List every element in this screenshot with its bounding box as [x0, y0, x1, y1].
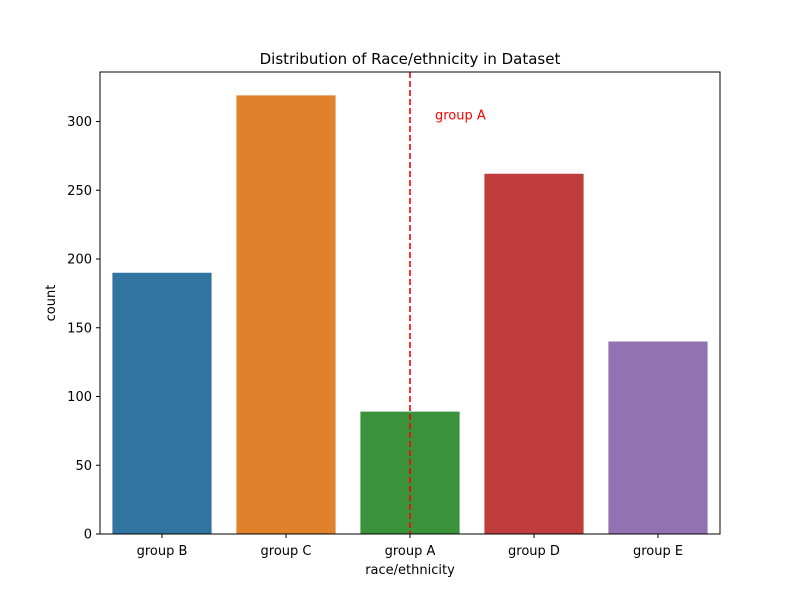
x-tick-label: group E — [633, 544, 683, 559]
y-axis: 0 50 100 150 200 250 300 — [67, 115, 100, 543]
bar-group-e — [608, 341, 708, 534]
y-tick-label: 250 — [67, 184, 92, 199]
bar-group-d — [484, 173, 584, 534]
chart-title: Distribution of Race/ethnicity in Datase… — [260, 50, 561, 68]
y-tick-label: 100 — [67, 390, 92, 405]
y-tick-label: 300 — [67, 115, 92, 130]
reference-line-label: group A — [435, 109, 486, 124]
x-tick-label: group C — [261, 544, 312, 559]
plot-frame — [99, 71, 721, 535]
x-tick-label: group D — [508, 544, 560, 559]
y-tick-label: 150 — [67, 321, 92, 336]
x-tick-label: group A — [385, 544, 436, 559]
y-axis-label: count — [44, 285, 59, 322]
x-axis-label: race/ethnicity — [365, 563, 455, 578]
y-tick-label: 50 — [75, 459, 92, 474]
y-tick-label: 0 — [84, 528, 92, 543]
bars-group — [112, 95, 708, 534]
x-tick-label: group B — [137, 544, 188, 559]
x-axis: group B group C group A group D group E — [137, 534, 683, 559]
bar-group-c — [236, 95, 336, 534]
annotations-group: group A — [409, 72, 486, 534]
y-tick-label: 200 — [67, 253, 92, 268]
bar-group-b — [112, 272, 212, 534]
